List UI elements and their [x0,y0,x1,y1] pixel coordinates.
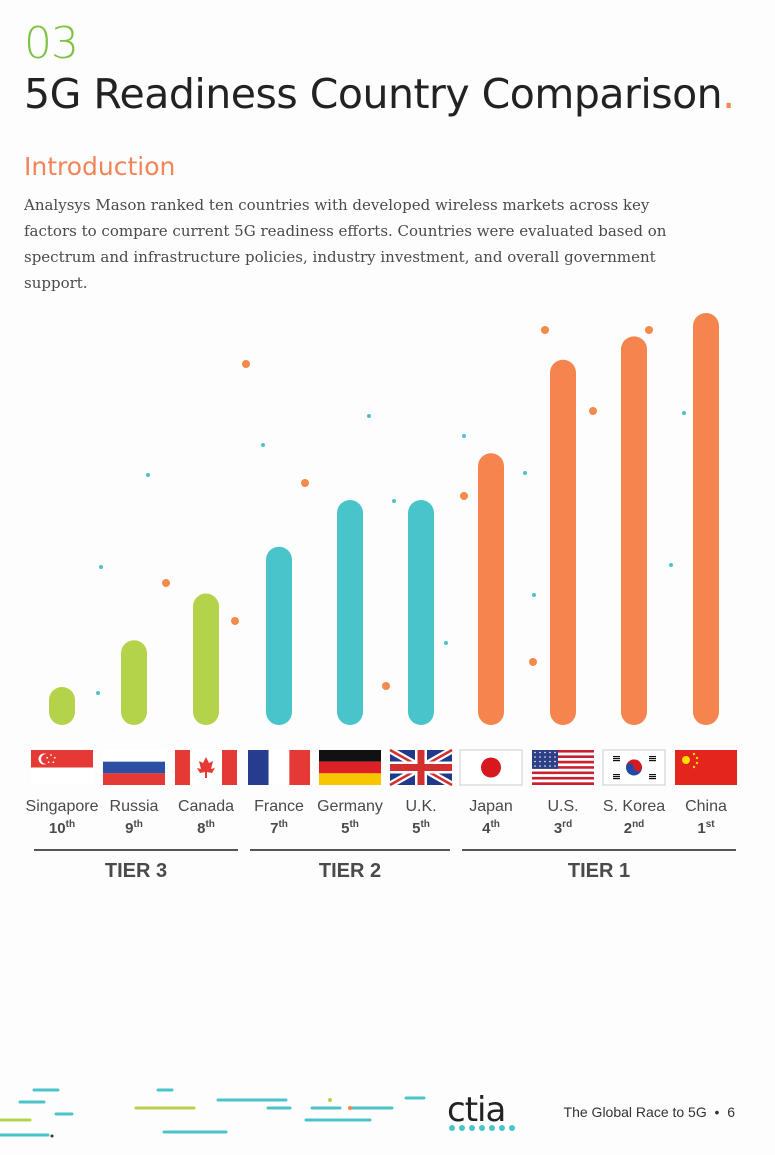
decor-dot [99,565,103,569]
decor-dot [367,414,371,418]
rank-suffix: th [65,819,76,830]
rank-suffix: th [349,819,359,830]
decor-dot [146,473,150,477]
rank-label: 5th [376,819,466,837]
tier2-label: TIER 2 [318,860,382,882]
ctia-logo: ctia [447,1090,506,1130]
rank-number: 9 [125,820,134,837]
decor-dot [541,326,549,334]
decor-dot [301,479,309,487]
bar-canada [193,593,219,725]
tier3-line [34,849,238,851]
rank-suffix: nd [632,819,645,830]
uk-flag [388,746,454,789]
country-label: S. Korea [602,798,666,815]
singapore-flag [31,750,93,785]
russia-flag [103,750,165,785]
tier2-line [250,849,450,851]
rank-suffix: th [133,819,143,830]
rank-label: 2nd [589,819,679,837]
rank-number: 4 [482,820,491,837]
decor-dot [231,617,239,625]
bar-russia [121,640,147,725]
decor-dot [529,658,537,666]
tier1-line [462,849,736,851]
section-number: 03 [24,18,79,69]
rank-label: 9th [89,819,179,837]
rank-suffix: th [420,819,430,830]
rank-suffix: st [705,819,715,830]
france-flag [248,750,310,785]
readiness-chart [31,313,737,789]
intro-heading: Introduction [24,152,176,181]
logo-dots [449,1125,515,1131]
decor-dot [669,563,673,567]
footer-text: The Global Race to 5G • 6 [563,1104,735,1120]
country-label: Canada [177,798,235,815]
rank-label: 3rd [518,819,608,837]
rank-number: 2 [623,820,633,837]
country-label: U.K. [405,798,437,815]
rank-suffix: th [490,819,500,830]
china-flag [675,750,737,785]
decor-dot [444,641,448,645]
decor-dot [96,691,100,695]
rank-number: 1 [697,820,706,837]
bar-u-k- [408,500,434,725]
south-korea-flag [602,749,666,786]
bar-singapore [49,687,75,725]
rank-suffix: th [205,819,215,830]
rank-label: 7th [234,819,324,837]
rank-number: 5 [341,820,350,837]
rank-number: 7 [270,820,279,837]
decor-dot [242,360,250,368]
rank-label: 8th [161,819,251,837]
page-title: 5G Readiness Country Comparison. [24,70,735,118]
decor-dot [682,411,686,415]
decor-dot [460,492,468,500]
country-label: U.S. [547,798,579,815]
bar-u-s- [550,359,576,725]
decor-dot [162,579,170,587]
country-label: Germany [317,798,383,815]
decor-dot [261,443,265,447]
canada-flag [175,750,237,785]
rank-suffix: rd [562,819,573,830]
rank-number: 3 [553,820,563,837]
bar-germany [337,500,363,725]
country-label: China [685,798,727,815]
rank-label: 1st [661,819,751,837]
rank-label: 10th [17,819,107,837]
rank-suffix: th [278,819,288,830]
decor-dot [462,434,466,438]
rank-number: 10 [48,820,66,837]
footer-decoration [0,1088,426,1138]
germany-flag [319,750,381,785]
country-label: France [254,798,304,815]
tier1-label: TIER 1 [567,860,631,882]
rank-label: 4th [446,819,536,837]
decor-dot [523,471,527,475]
rank-number: 8 [197,820,206,837]
bar-s-korea [621,336,647,725]
intro-paragraph: Analysys Mason ranked ten countries with… [24,196,667,292]
rank-number: 5 [412,820,421,837]
us-flag [532,750,594,785]
decor-dot [382,682,390,690]
bar-france [266,546,292,725]
bar-japan [478,453,504,725]
decor-dot [532,593,536,597]
decor-dot [392,499,396,503]
tier3-label: TIER 3 [104,860,168,882]
decor-dot [645,326,653,334]
country-label: Singapore [25,798,99,815]
country-label: Japan [469,798,513,815]
bar-china [693,313,719,725]
japan-flag [459,749,523,786]
country-label: Russia [109,798,159,815]
decor-dot [589,407,597,415]
rank-label: 5th [305,819,395,837]
